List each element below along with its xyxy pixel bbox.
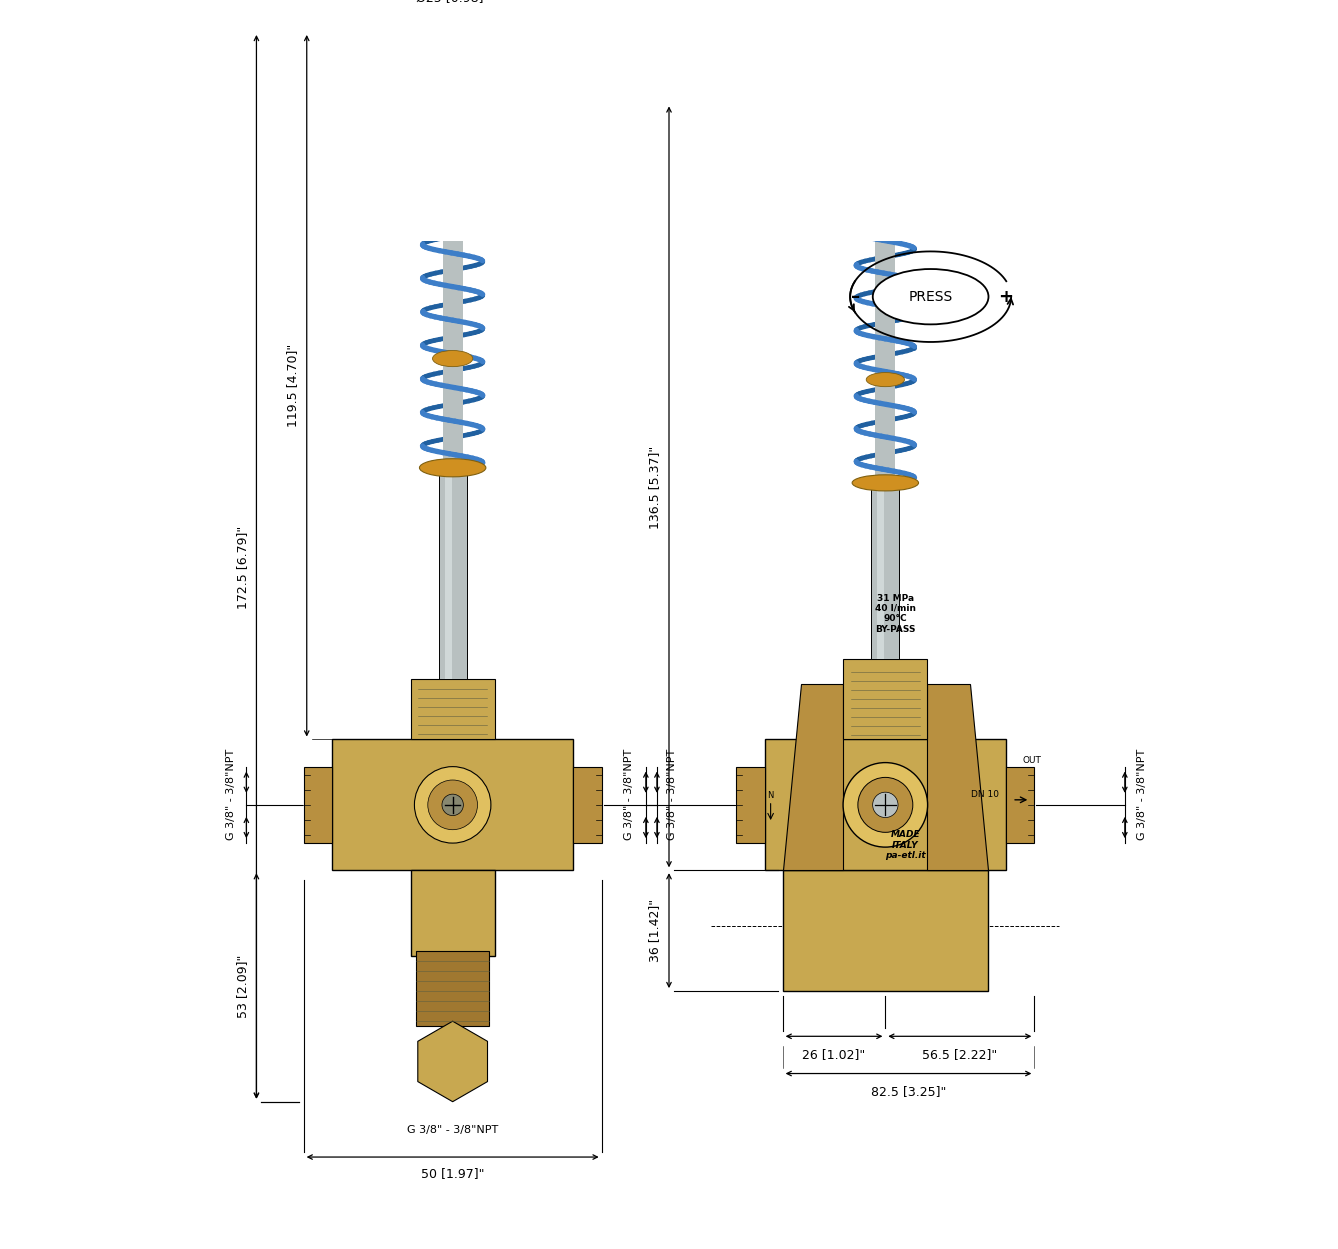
- Text: MADE
ITALY
pa-etl.it: MADE ITALY pa-etl.it: [886, 831, 926, 861]
- Ellipse shape: [419, 147, 486, 165]
- Bar: [764, 739, 1006, 871]
- Ellipse shape: [852, 204, 919, 220]
- Circle shape: [428, 781, 478, 829]
- Bar: [443, 156, 463, 468]
- Text: 26 [1.02]": 26 [1.02]": [803, 1048, 866, 1060]
- Circle shape: [872, 792, 898, 818]
- Text: 172.5 [6.79]": 172.5 [6.79]": [235, 526, 249, 608]
- Text: +: +: [998, 287, 1014, 306]
- Polygon shape: [417, 1022, 487, 1102]
- Text: OUT: OUT: [1022, 756, 1042, 764]
- Bar: [736, 767, 764, 843]
- Bar: [332, 739, 574, 871]
- Text: G 3/8" - 3/8"NPT: G 3/8" - 3/8"NPT: [624, 749, 634, 841]
- Ellipse shape: [432, 351, 472, 367]
- Bar: [875, 211, 895, 483]
- Text: DN 10: DN 10: [971, 791, 999, 799]
- Text: Ø25 [0.98]": Ø25 [0.98]": [416, 0, 490, 4]
- Bar: [875, 104, 895, 159]
- Polygon shape: [860, 159, 910, 215]
- Text: –: –: [851, 287, 860, 306]
- Polygon shape: [783, 684, 843, 871]
- Ellipse shape: [419, 458, 486, 477]
- Text: N: N: [768, 791, 773, 799]
- Bar: [1006, 767, 1034, 843]
- Circle shape: [415, 767, 491, 843]
- Text: PRESS: PRESS: [909, 290, 953, 304]
- Circle shape: [442, 794, 463, 816]
- Text: 56.5 [2.22]": 56.5 [2.22]": [922, 1048, 997, 1060]
- Bar: [411, 679, 495, 739]
- Text: G 3/8" - 3/8"NPT: G 3/8" - 3/8"NPT: [407, 1125, 498, 1135]
- Text: G 3/8" - 3/8"NPT: G 3/8" - 3/8"NPT: [1137, 749, 1147, 841]
- Polygon shape: [427, 97, 479, 157]
- Bar: [411, 871, 495, 955]
- Ellipse shape: [866, 372, 904, 387]
- Bar: [783, 871, 987, 990]
- Bar: [843, 659, 927, 739]
- Bar: [878, 483, 884, 659]
- Text: G 3/8" - 3/8"NPT: G 3/8" - 3/8"NPT: [668, 749, 677, 841]
- Text: 136.5 [5.37]": 136.5 [5.37]": [649, 445, 661, 528]
- Circle shape: [843, 763, 927, 847]
- Bar: [443, 32, 463, 97]
- Bar: [416, 950, 488, 1027]
- Text: 82.5 [3.25]": 82.5 [3.25]": [871, 1085, 946, 1098]
- Text: 119.5 [4.70]": 119.5 [4.70]": [286, 345, 300, 427]
- Polygon shape: [444, 100, 454, 155]
- Text: G 3/8" - 3/8"NPT: G 3/8" - 3/8"NPT: [226, 749, 237, 841]
- Ellipse shape: [852, 475, 919, 491]
- Bar: [871, 483, 899, 659]
- Bar: [574, 767, 602, 843]
- Bar: [444, 468, 452, 679]
- Text: 36 [1.42]": 36 [1.42]": [649, 899, 661, 962]
- Ellipse shape: [872, 269, 989, 325]
- Text: 31 MPa
40 l/min
90°C
BY-PASS: 31 MPa 40 l/min 90°C BY-PASS: [875, 593, 917, 633]
- Bar: [439, 468, 467, 679]
- Text: 53 [2.09]": 53 [2.09]": [235, 954, 249, 1018]
- Bar: [304, 767, 332, 843]
- Polygon shape: [927, 684, 987, 871]
- Circle shape: [858, 777, 913, 832]
- Text: 50 [1.97]": 50 [1.97]": [421, 1167, 484, 1179]
